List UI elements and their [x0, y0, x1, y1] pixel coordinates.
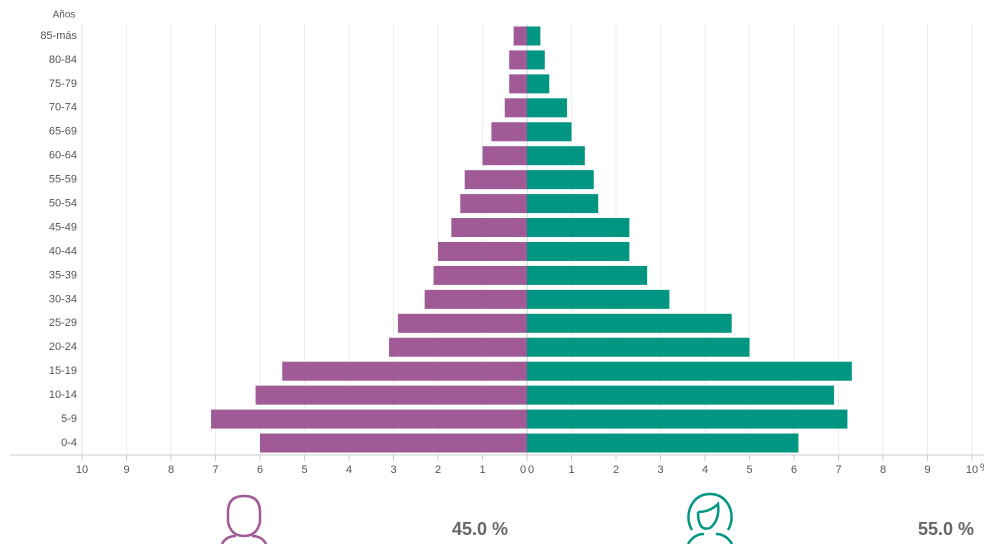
y-tick-label: 40-44	[49, 245, 77, 257]
bar	[527, 289, 670, 309]
bar	[527, 313, 732, 333]
x-tick-label: 0	[528, 464, 534, 476]
bar	[527, 194, 599, 214]
y-tick-label: 20-24	[49, 341, 77, 353]
female-total: 55.0 %	[918, 519, 974, 539]
bar	[527, 50, 545, 70]
x-tick-label: 10	[76, 464, 88, 476]
bar	[527, 337, 750, 357]
male-icon	[220, 494, 268, 544]
y-tick-label: 10-14	[49, 389, 77, 401]
x-tick-label: 10	[966, 464, 978, 476]
bar	[527, 241, 630, 261]
bar	[527, 98, 568, 118]
x-tick-label: 3	[390, 464, 396, 476]
x-tick-label: 5	[746, 464, 752, 476]
y-tick-label: 15-19	[49, 365, 77, 377]
bar	[451, 218, 527, 238]
bar	[464, 170, 527, 190]
bar	[527, 433, 799, 453]
y-axis-label: Años	[53, 10, 76, 21]
bar	[482, 146, 527, 166]
male-total: 45.0 %	[452, 519, 508, 539]
x-tick-label: 4	[702, 464, 708, 476]
bar	[282, 361, 527, 381]
y-tick-label: 45-49	[49, 221, 77, 233]
x-tick-label: 7	[212, 464, 218, 476]
y-tick-label: 65-69	[49, 126, 77, 138]
bar	[211, 409, 528, 429]
x-tick-label: 5	[301, 464, 307, 476]
y-tick-label: 70-74	[49, 102, 77, 114]
x-axis-unit: %	[980, 462, 984, 474]
bar	[527, 26, 541, 46]
x-tick-label: 7	[835, 464, 841, 476]
y-tick-label: 5-9	[61, 413, 77, 425]
bar	[527, 218, 630, 238]
bar	[527, 122, 572, 142]
female-icon	[686, 492, 734, 544]
x-tick-label: 2	[435, 464, 441, 476]
y-tick-label: 25-29	[49, 317, 77, 329]
x-tick-label: 1	[568, 464, 574, 476]
bar	[509, 74, 527, 94]
bar	[509, 50, 527, 70]
y-tick-label: 55-59	[49, 174, 77, 186]
bar	[424, 289, 527, 309]
y-tick-label: 35-39	[49, 269, 77, 281]
bar	[527, 265, 648, 285]
x-tick-label: 0	[520, 464, 526, 476]
x-tick-label: 4	[346, 464, 352, 476]
bar	[527, 361, 852, 381]
bar	[255, 385, 528, 405]
bar	[527, 146, 585, 166]
y-tick-label: 50-54	[49, 197, 77, 209]
x-tick-label: 2	[613, 464, 619, 476]
x-tick-label: 8	[880, 464, 886, 476]
bar	[397, 313, 527, 333]
bar	[438, 241, 527, 261]
bar	[491, 122, 527, 142]
bar	[433, 265, 527, 285]
bar	[527, 409, 848, 429]
x-tick-label: 6	[791, 464, 797, 476]
x-tick-label: 1	[479, 464, 485, 476]
x-tick-label: 6	[257, 464, 263, 476]
bar	[527, 170, 594, 190]
x-tick-label: 8	[168, 464, 174, 476]
bar	[260, 433, 527, 453]
bar	[527, 385, 835, 405]
y-tick-label: 80-84	[49, 54, 77, 66]
bar	[527, 74, 550, 94]
y-tick-label: 75-79	[49, 78, 77, 90]
bar	[513, 26, 527, 46]
y-tick-label: 30-34	[49, 293, 77, 305]
y-tick-label: 85-más	[40, 30, 77, 42]
x-tick-label: 3	[657, 464, 663, 476]
y-tick-label: 0-4	[61, 437, 77, 449]
bar	[460, 194, 527, 214]
x-tick-label: 9	[924, 464, 930, 476]
y-tick-label: 60-64	[49, 150, 77, 162]
bar	[504, 98, 527, 118]
x-tick-label: 9	[123, 464, 129, 476]
bar	[389, 337, 527, 357]
